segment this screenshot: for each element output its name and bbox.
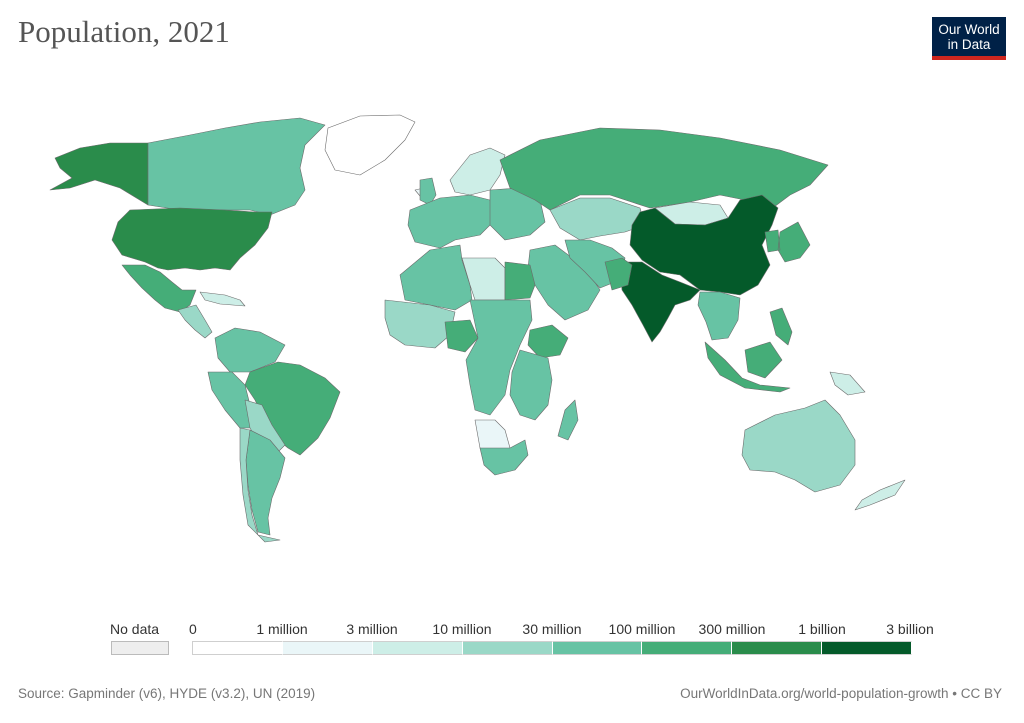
region-chile[interactable] — [239, 427, 281, 543]
region-canada[interactable] — [147, 117, 326, 216]
region-new-zealand[interactable] — [854, 479, 906, 511]
world-map — [49, 114, 906, 543]
region-papua-new-guinea[interactable] — [829, 371, 866, 396]
region-greenland[interactable] — [324, 114, 416, 176]
region-russia[interactable] — [499, 127, 829, 211]
legend-tick: 10 million — [432, 621, 492, 637]
region-nigeria[interactable] — [444, 319, 479, 353]
region-scandinavia[interactable] — [449, 147, 506, 196]
legend-tick: 3 billion — [886, 621, 934, 637]
legend-bin — [282, 641, 373, 655]
region-philippines[interactable] — [769, 307, 793, 346]
region-egypt[interactable] — [504, 261, 536, 301]
legend-bin — [642, 641, 733, 655]
legend-bin — [552, 641, 643, 655]
region-kazakhstan[interactable] — [549, 197, 646, 241]
logo-line-2: in Data — [947, 37, 991, 52]
region-caribbean[interactable] — [199, 291, 246, 307]
source-url[interactable]: OurWorldInData.org/world-population-grow… — [680, 686, 1002, 701]
region-china[interactable] — [629, 194, 779, 296]
region-mexico[interactable] — [121, 264, 197, 313]
logo-line-1: Our World — [938, 22, 1000, 37]
legend-bin — [462, 641, 553, 655]
region-japan-korea[interactable] — [764, 221, 811, 263]
region-east-africa[interactable] — [509, 349, 553, 421]
region-pakistan[interactable] — [604, 257, 633, 291]
region-india[interactable] — [619, 261, 701, 343]
owid-logo[interactable]: Our World in Data — [932, 17, 1006, 60]
region-west-africa[interactable] — [384, 299, 456, 349]
region-southeast-asia[interactable] — [697, 291, 741, 341]
legend-tick: 1 million — [256, 621, 308, 637]
legend-tick: 1 billion — [798, 621, 846, 637]
region-alaska[interactable] — [49, 142, 149, 206]
legend-tick: 0 — [189, 621, 197, 637]
legend-tick: 3 million — [346, 621, 398, 637]
region-western-europe[interactable] — [407, 194, 496, 249]
region-ethiopia[interactable] — [527, 324, 569, 359]
legend-no-data-label: No data — [110, 621, 160, 637]
legend-bin — [732, 641, 823, 655]
region-north-africa[interactable] — [399, 244, 473, 311]
region-central-america[interactable] — [177, 304, 213, 339]
region-namibia-botswana[interactable] — [474, 419, 511, 453]
region-madagascar[interactable] — [557, 399, 579, 441]
legend-bin — [192, 641, 283, 655]
legend-bin — [372, 641, 463, 655]
legend-color-scale — [192, 641, 912, 655]
legend-no-data-swatch — [111, 641, 169, 655]
legend-tick: 30 million — [522, 621, 582, 637]
legend-tick: 100 million — [608, 621, 676, 637]
region-australia[interactable] — [741, 399, 856, 493]
region-central-africa[interactable] — [465, 299, 533, 416]
legend-tick: 300 million — [698, 621, 766, 637]
source-note: Source: Gapminder (v6), HYDE (v3.2), UN … — [18, 686, 316, 701]
legend-tick-labels: 0 1 million 3 million 10 million 30 million 1… — [0, 621, 1024, 639]
chart-title: Population, 2021 — [18, 14, 230, 49]
region-colombia-venezuela[interactable] — [214, 327, 286, 373]
region-uk-ireland[interactable] — [419, 177, 437, 206]
region-brazil[interactable] — [244, 361, 341, 456]
region-usa[interactable] — [111, 207, 273, 271]
region-southern-africa[interactable] — [479, 439, 529, 476]
legend-bin — [822, 641, 912, 655]
region-indonesia[interactable] — [704, 341, 791, 393]
